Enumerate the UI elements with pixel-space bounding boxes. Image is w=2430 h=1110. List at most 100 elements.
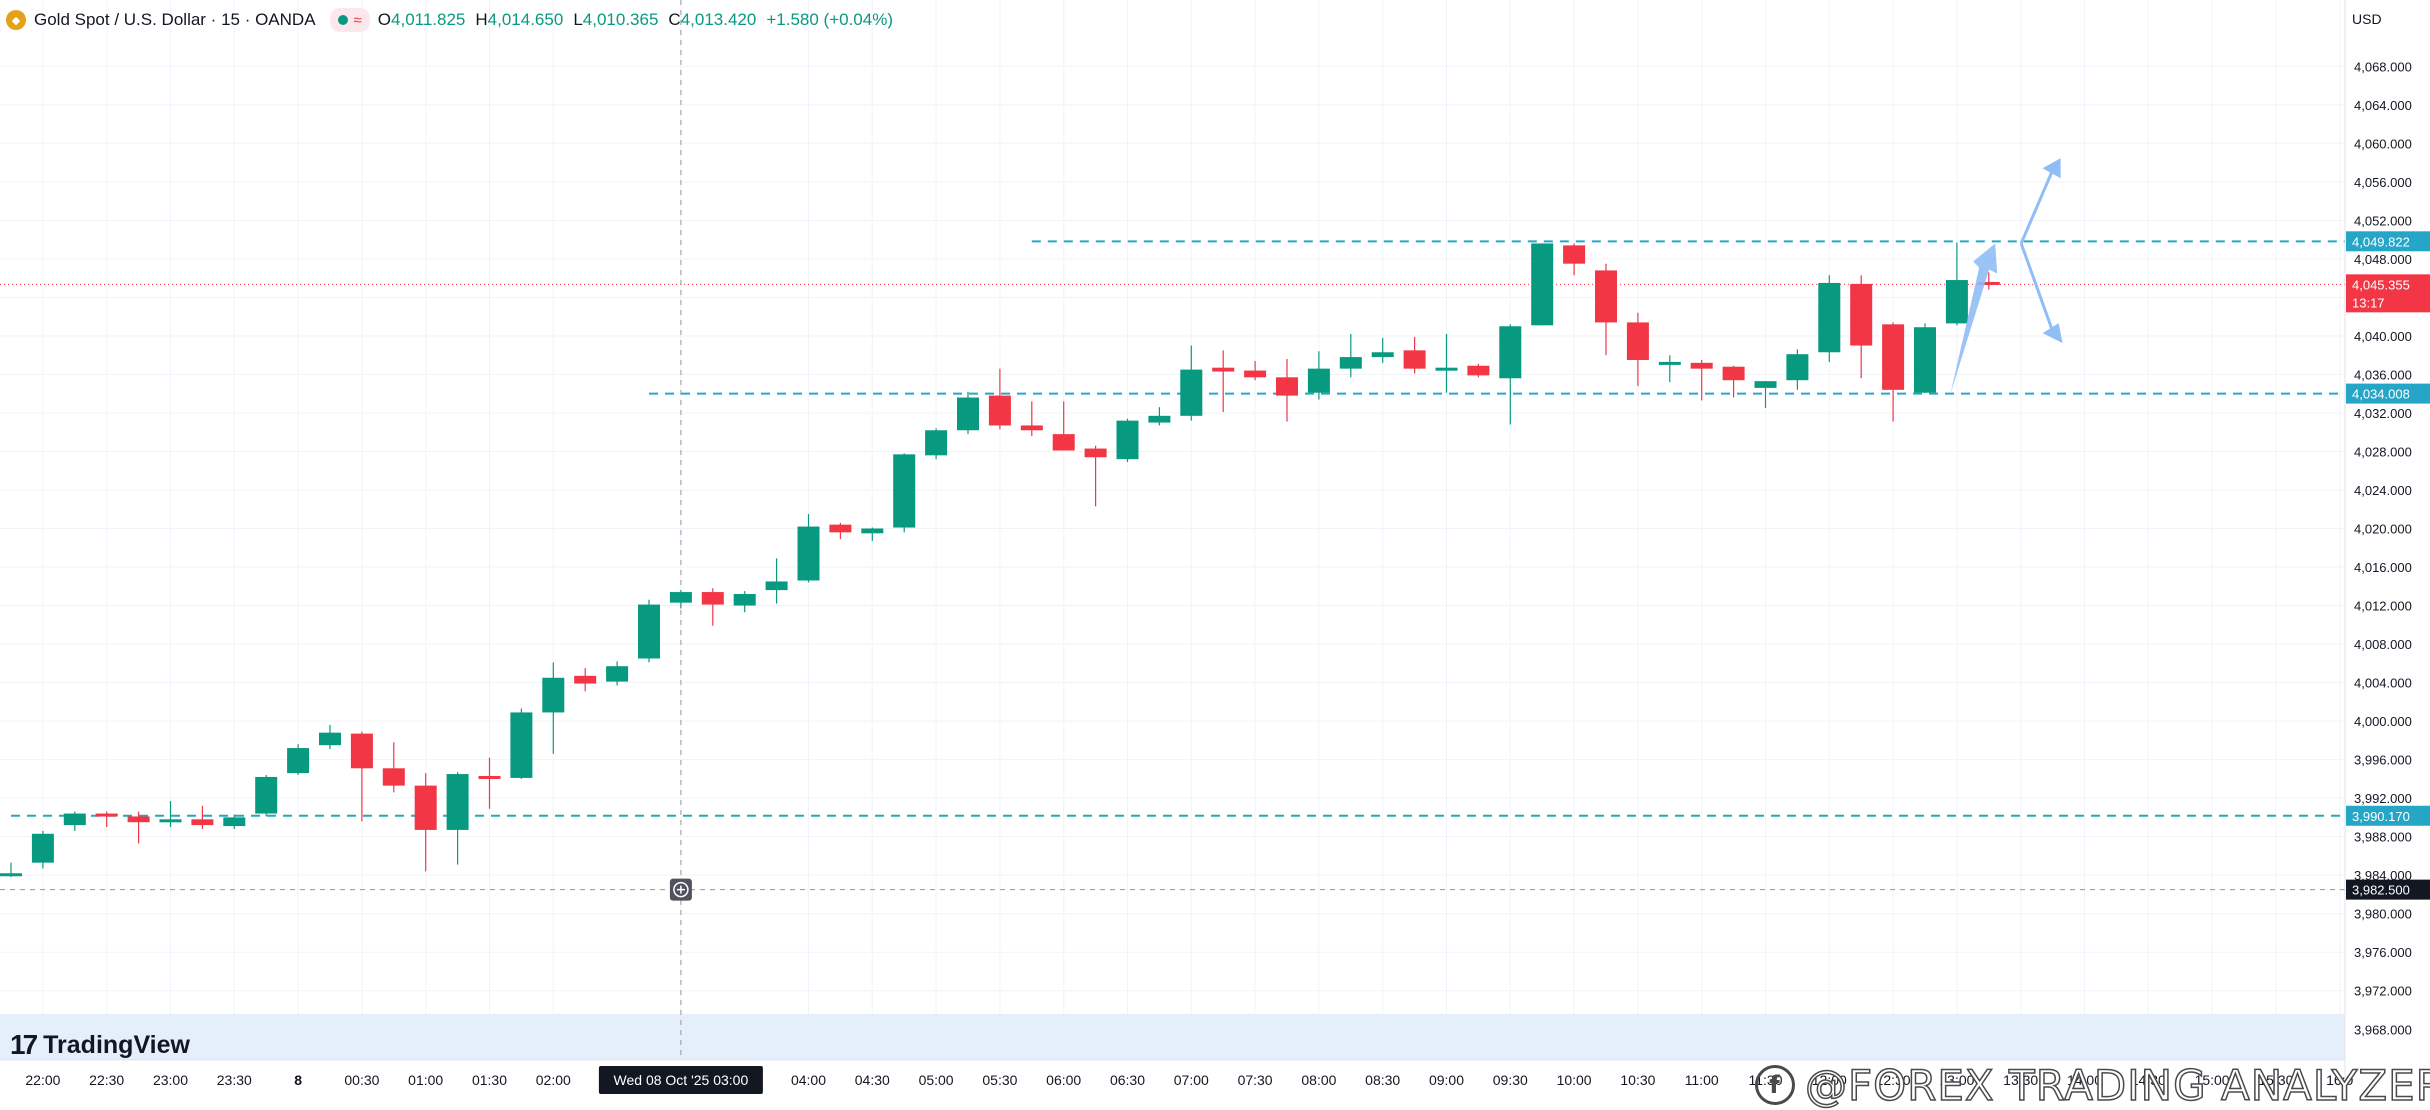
- level-badge-label: 4,049.822: [2352, 234, 2410, 249]
- time-tick-label: 04:00: [791, 1072, 826, 1088]
- candle-up: [669, 590, 692, 609]
- projection-main-arrow: [1950, 243, 1998, 394]
- candle-body: [1531, 243, 1554, 326]
- candle-body: [1977, 281, 2000, 285]
- candle-down: [701, 588, 724, 626]
- chart-legend: ◆ Gold Spot / U.S. Dollar · 15 · OANDA ≈…: [6, 6, 893, 34]
- time-tick-label: 15:30: [2258, 1072, 2293, 1088]
- crosshair: [0, 0, 2345, 1060]
- price-tick-label: 4,060.000: [2354, 136, 2412, 151]
- time-tick-label: 23:30: [217, 1072, 252, 1088]
- time-tick-label: 12:00: [1812, 1072, 1847, 1088]
- price-tick-label: 4,016.000: [2354, 560, 2412, 575]
- change-value: +1.580 (+0.04%): [766, 10, 893, 29]
- market-open-dot-icon: [337, 15, 348, 25]
- time-tick-label: 10:30: [1620, 1072, 1655, 1088]
- candle-up: [765, 558, 788, 604]
- time-tick-label: 12:30: [1876, 1072, 1911, 1088]
- candle-body: [1276, 377, 1298, 396]
- candle-down: [1020, 401, 1043, 437]
- candle-down: [1244, 360, 1267, 381]
- candle-body: [1403, 350, 1426, 369]
- candle-down: [1626, 312, 1649, 386]
- price-tick-label: 4,008.000: [2354, 637, 2412, 652]
- candle-up: [1945, 242, 1968, 326]
- candle-up: [1531, 243, 1554, 326]
- candle-body: [957, 397, 979, 431]
- candle-body: [925, 430, 948, 456]
- time-tick-label: 22:30: [89, 1072, 124, 1088]
- time-tick-label: 22:00: [25, 1072, 60, 1088]
- candle-down: [191, 805, 214, 829]
- time-zone-band: [0, 1014, 2345, 1060]
- watermark-text: @FOREX TRADING ANALYZERUZ: [1804, 1060, 2430, 1110]
- candle-up: [1339, 333, 1362, 378]
- candle-down: [1052, 401, 1075, 451]
- candle-body: [95, 813, 118, 817]
- candle-up: [63, 811, 86, 831]
- price-tick-label: 4,068.000: [2354, 59, 2412, 74]
- time-tick-label: 15:00: [2195, 1072, 2230, 1088]
- candle-body: [1850, 283, 1873, 346]
- candle-body: [1882, 324, 1905, 390]
- price-tick-label: 4,036.000: [2354, 367, 2412, 382]
- candle-up: [638, 599, 660, 663]
- grid-lines: [0, 0, 2345, 1060]
- candle-body: [63, 813, 86, 826]
- price-tick-label: 4,004.000: [2354, 676, 2412, 691]
- price-tick-label: 3,996.000: [2354, 753, 2412, 768]
- candle-body: [574, 675, 597, 684]
- candle-body: [1180, 369, 1203, 416]
- candle-up: [1658, 355, 1681, 383]
- candle-up: [255, 775, 278, 817]
- candle-up: [510, 708, 533, 779]
- candle-body: [1212, 367, 1235, 372]
- time-tick-label: 08:30: [1365, 1072, 1400, 1088]
- time-highlight-box: [598, 1066, 763, 1094]
- currency-selector[interactable]: USD: [2352, 11, 2382, 27]
- candle-body: [1786, 354, 1809, 381]
- level-badge: [2346, 805, 2430, 826]
- candle-body: [988, 395, 1011, 426]
- candle-up: [1786, 349, 1809, 390]
- candle-down: [829, 522, 852, 540]
- time-axis[interactable]: 22:00 22:30 23:00 23:30 8 00:30 01:00 01:30 02:0…: [25, 1066, 2354, 1094]
- candle-down: [95, 811, 118, 828]
- price-tick-label: 4,032.000: [2354, 406, 2412, 421]
- price-tick-label: 4,024.000: [2354, 483, 2412, 498]
- gold-symbol-icon[interactable]: ◆: [6, 10, 26, 30]
- market-status[interactable]: ≈: [329, 8, 370, 32]
- candle-down: [1882, 322, 1905, 422]
- time-tick-label: 8: [294, 1072, 302, 1088]
- candle-up: [797, 514, 820, 583]
- price-tick-label: 4,040.000: [2354, 329, 2412, 344]
- candle-body: [542, 677, 565, 713]
- high-value: 4,014.650: [487, 10, 564, 29]
- time-tick-label: 06:00: [1046, 1072, 1081, 1088]
- price-tick-label: 4,052.000: [2354, 213, 2412, 228]
- time-tick-label: Wed 08 Oct '25 03:00: [614, 1072, 749, 1088]
- candle-body: [319, 732, 341, 746]
- candle-body: [1084, 448, 1107, 458]
- projection-up-line: [2019, 169, 2054, 245]
- time-tick-label: 23:00: [153, 1072, 188, 1088]
- symbol-title[interactable]: Gold Spot / U.S. Dollar · 15 · OANDA: [34, 10, 316, 29]
- price-tick-label: 3,968.000: [2354, 1022, 2412, 1037]
- time-tick-label: 09:30: [1493, 1072, 1528, 1088]
- horizontal-levels: [0, 240, 2345, 817]
- candle-down: [1595, 263, 1617, 356]
- time-tick-label: 11:00: [1685, 1072, 1719, 1088]
- candle-body: [1754, 381, 1777, 388]
- candle-body: [701, 592, 724, 605]
- time-tick-label: 04:30: [855, 1072, 890, 1088]
- level-badge: [2346, 231, 2430, 252]
- candle-body: [1116, 420, 1139, 460]
- tradingview-logo-text: TradingView: [43, 1030, 190, 1059]
- candle-up: [1499, 324, 1522, 425]
- wave-icon: ≈: [353, 11, 362, 29]
- candle-body: [638, 604, 660, 659]
- candle-down: [414, 773, 437, 872]
- candle-up: [542, 662, 565, 754]
- tradingview-logo[interactable]: 17 TradingView: [10, 1028, 190, 1062]
